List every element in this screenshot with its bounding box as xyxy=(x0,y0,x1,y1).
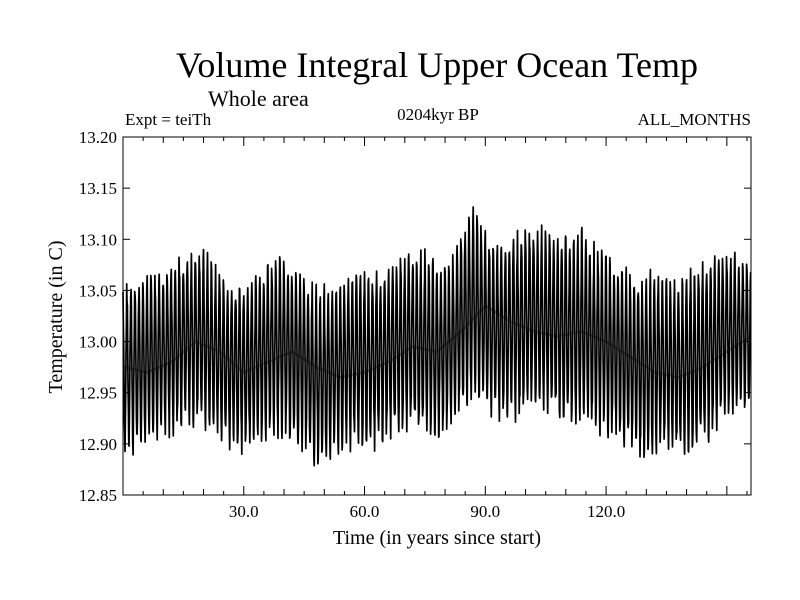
chart-title: Volume Integral Upper Ocean Temp xyxy=(176,45,698,85)
x-tick-label: 60.0 xyxy=(350,502,380,521)
months-label: ALL_MONTHS xyxy=(638,110,751,129)
y-tick-label: 12.85 xyxy=(79,486,117,505)
plot-frame xyxy=(122,136,752,496)
chart-subtitle: Whole area xyxy=(208,86,309,111)
y-tick-label: 13.00 xyxy=(79,333,117,352)
y-tick-label: 12.95 xyxy=(79,384,117,403)
x-tick-label: 90.0 xyxy=(470,502,500,521)
series-line xyxy=(122,206,752,467)
y-tick-label: 13.05 xyxy=(79,281,117,300)
x-tick-label: 120.0 xyxy=(587,502,625,521)
annual-mean-line xyxy=(122,304,752,379)
y-tick-label: 12.90 xyxy=(79,435,117,454)
y-axis: 12.85 12.90 12.95 13.00 13.05 13.10 13.15 13.20 xyxy=(79,128,751,505)
plot-frame-group xyxy=(122,136,752,496)
y-tick-label: 13.15 xyxy=(79,179,117,198)
period-label: 0204kyr BP xyxy=(397,105,479,124)
experiment-label: Expt = teiTh xyxy=(125,110,212,129)
x-tick-label: 30.0 xyxy=(229,502,259,521)
plot-series xyxy=(122,206,752,467)
x-axis: 30.0 60.0 90.0 120.0 xyxy=(142,137,748,521)
y-tick-label: 13.10 xyxy=(79,230,117,249)
y-tick-label: 13.20 xyxy=(79,128,117,147)
x-axis-label: Time (in years since start) xyxy=(333,527,541,549)
y-axis-label: Temperature (in C) xyxy=(45,241,67,394)
